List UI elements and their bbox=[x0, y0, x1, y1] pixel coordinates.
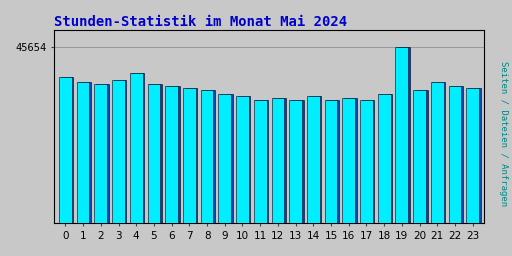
Bar bbox=[112, 80, 125, 223]
Bar bbox=[413, 90, 426, 223]
Bar bbox=[202, 90, 215, 223]
Bar bbox=[236, 96, 249, 223]
Text: Stunden-Statistik im Monat Mai 2024: Stunden-Statistik im Monat Mai 2024 bbox=[54, 15, 347, 29]
Bar bbox=[77, 82, 90, 223]
Bar bbox=[94, 84, 107, 223]
Bar bbox=[149, 84, 162, 223]
Bar bbox=[238, 96, 250, 223]
Bar bbox=[360, 100, 373, 223]
Bar bbox=[468, 88, 481, 223]
Bar bbox=[271, 98, 284, 223]
Bar bbox=[344, 98, 357, 223]
Bar bbox=[433, 82, 445, 223]
Bar bbox=[361, 100, 374, 223]
Bar bbox=[289, 100, 302, 223]
Bar bbox=[307, 96, 319, 223]
Bar bbox=[132, 73, 144, 223]
Bar bbox=[201, 90, 214, 223]
Text: Seiten / Dateien / Anfragen: Seiten / Dateien / Anfragen bbox=[499, 61, 508, 206]
Bar bbox=[167, 86, 180, 223]
Bar bbox=[309, 96, 322, 223]
Bar bbox=[96, 84, 109, 223]
Bar bbox=[165, 86, 178, 223]
Bar bbox=[254, 100, 267, 223]
Bar bbox=[450, 86, 463, 223]
Bar bbox=[395, 47, 408, 223]
Bar bbox=[378, 94, 391, 223]
Bar bbox=[431, 82, 444, 223]
Bar bbox=[147, 84, 160, 223]
Bar bbox=[183, 88, 196, 223]
Bar bbox=[343, 98, 355, 223]
Bar bbox=[130, 73, 143, 223]
Bar bbox=[184, 88, 197, 223]
Bar bbox=[291, 100, 304, 223]
Bar bbox=[60, 77, 73, 223]
Bar bbox=[466, 88, 479, 223]
Bar bbox=[273, 98, 286, 223]
Bar bbox=[255, 100, 268, 223]
Bar bbox=[220, 94, 233, 223]
Bar bbox=[78, 82, 91, 223]
Bar bbox=[114, 80, 126, 223]
Bar bbox=[325, 100, 337, 223]
Bar bbox=[379, 94, 392, 223]
Bar bbox=[326, 100, 339, 223]
Bar bbox=[59, 77, 72, 223]
Bar bbox=[397, 47, 410, 223]
Bar bbox=[219, 94, 231, 223]
Bar bbox=[449, 86, 461, 223]
Bar bbox=[415, 90, 428, 223]
